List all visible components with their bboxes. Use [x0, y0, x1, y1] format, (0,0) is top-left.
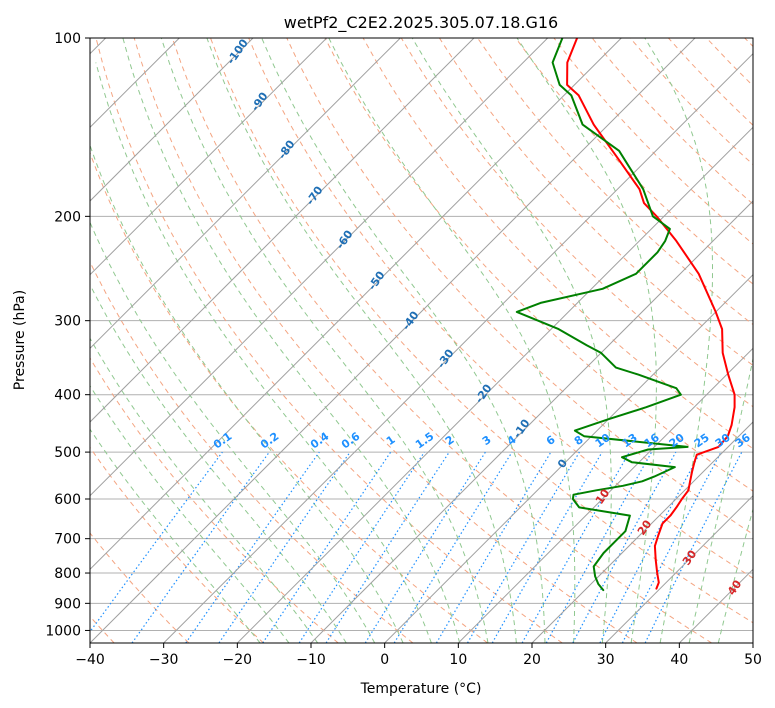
moist-adiabat-line: [160, 38, 489, 643]
isotherm-line: [90, 38, 696, 643]
moist-adiabat-line: [90, 221, 376, 643]
isotherm-line: [163, 52, 753, 643]
moist-adiabat-line: [95, 62, 432, 643]
y-tick-label: 500: [54, 445, 81, 461]
moist-adiabat-line: [516, 38, 657, 643]
dry-adiabat-line: [210, 38, 753, 624]
dry-adiabat-line: [90, 151, 488, 643]
mixing-ratio-line: [325, 451, 450, 643]
dry-adiabat-line: [248, 38, 753, 579]
y-tick-label: 600: [54, 492, 81, 508]
mixing-ratio-line: [131, 451, 270, 643]
y-axis: 1000 900 800 700 600 500 400 300 200 100: [45, 31, 90, 639]
y-axis-title: Pressure (hPa): [12, 290, 28, 390]
sounding-profiles: [515, 38, 736, 592]
pressure-gridlines: [90, 38, 753, 631]
x-tick-label: −30: [149, 652, 179, 668]
mixing-ratio-line: [262, 451, 392, 643]
moist-adiabat-line: [90, 428, 261, 643]
x-tick-label: 20: [523, 652, 541, 668]
mixing-ratio-line: [298, 451, 425, 643]
isotherm-line: [384, 273, 753, 643]
mixing-ratio-lines: [90, 451, 743, 643]
x-tick-label: 10: [449, 652, 467, 668]
y-tick-label: 800: [54, 566, 81, 582]
x-tick-label: −20: [223, 652, 253, 668]
isotherm-line: [310, 200, 753, 643]
plot-background: [90, 38, 753, 643]
x-tick-label: −40: [75, 652, 105, 668]
x-tick-label: 0: [380, 652, 389, 668]
moist-adiabat-line: [206, 38, 517, 643]
chart-title: wetPf2_C2E2.2025.305.07.18.G16: [284, 13, 558, 33]
moist-adiabats: [90, 38, 753, 643]
isotherm-line: [605, 494, 753, 643]
x-tick-label: 30: [597, 652, 615, 668]
moist-adiabat-line: [122, 38, 461, 643]
moist-adiabat-line: [261, 38, 546, 643]
y-tick-label: 700: [54, 532, 81, 548]
dry-adiabat-line: [438, 38, 753, 367]
moist-adiabat-line: [90, 283, 347, 643]
isotherm-line: [531, 421, 753, 643]
x-tick-label: 50: [744, 652, 762, 668]
y-tick-label: 1000: [45, 623, 81, 639]
dry-adiabat-line: [515, 38, 753, 285]
mixing-ratio-line: [644, 451, 743, 643]
isotherms: [90, 38, 753, 643]
mixing-ratio-line: [545, 451, 653, 643]
mixing-ratio-line: [393, 451, 513, 643]
dry-adiabat-line: [90, 532, 190, 643]
moist-adiabat-line: [90, 143, 404, 643]
mixing-ratio-line: [521, 451, 631, 643]
plot-frame: [89, 37, 754, 644]
temperature-profile-line: [566, 38, 736, 590]
y-tick-label: 200: [54, 209, 81, 225]
isotherm-line: [90, 38, 328, 276]
y-tick-label: 400: [54, 388, 81, 404]
dry-adiabat-line: [95, 38, 563, 643]
isotherm-line: [236, 126, 753, 643]
y-tick-label: 100: [54, 31, 81, 47]
x-tick-label: −10: [296, 652, 326, 668]
moist-adiabat-line: [411, 38, 612, 643]
isotherm-line: [90, 38, 549, 497]
dry-adiabat-line: [90, 446, 264, 643]
isotherm-line: [90, 38, 401, 350]
y-tick-label: 300: [54, 314, 81, 330]
mixing-ratio-line: [90, 451, 223, 633]
dry-adiabat-line: [90, 357, 339, 643]
y-tick-label: 900: [54, 596, 81, 612]
moist-adiabat-line: [328, 38, 576, 643]
dry-adiabat-line: [400, 38, 753, 408]
x-axis: −40 −30 −20 −10 0 10 20 30 40 50: [75, 643, 762, 668]
x-tick-label: 40: [670, 652, 688, 668]
mixing-ratio-line: [218, 451, 351, 643]
dewpoint-profile-line: [515, 38, 689, 592]
mixing-ratio-line: [572, 451, 677, 643]
isotherm-line: [90, 38, 475, 423]
mixing-ratio-line: [185, 451, 320, 643]
x-axis-title: Temperature (°C): [360, 681, 482, 697]
dry-adiabat-line: [171, 38, 712, 643]
isotherm-line: [457, 347, 753, 643]
dry-adiabat-line: [133, 38, 638, 643]
isotherm-line: [90, 38, 254, 202]
isotherm-line: [90, 38, 622, 571]
